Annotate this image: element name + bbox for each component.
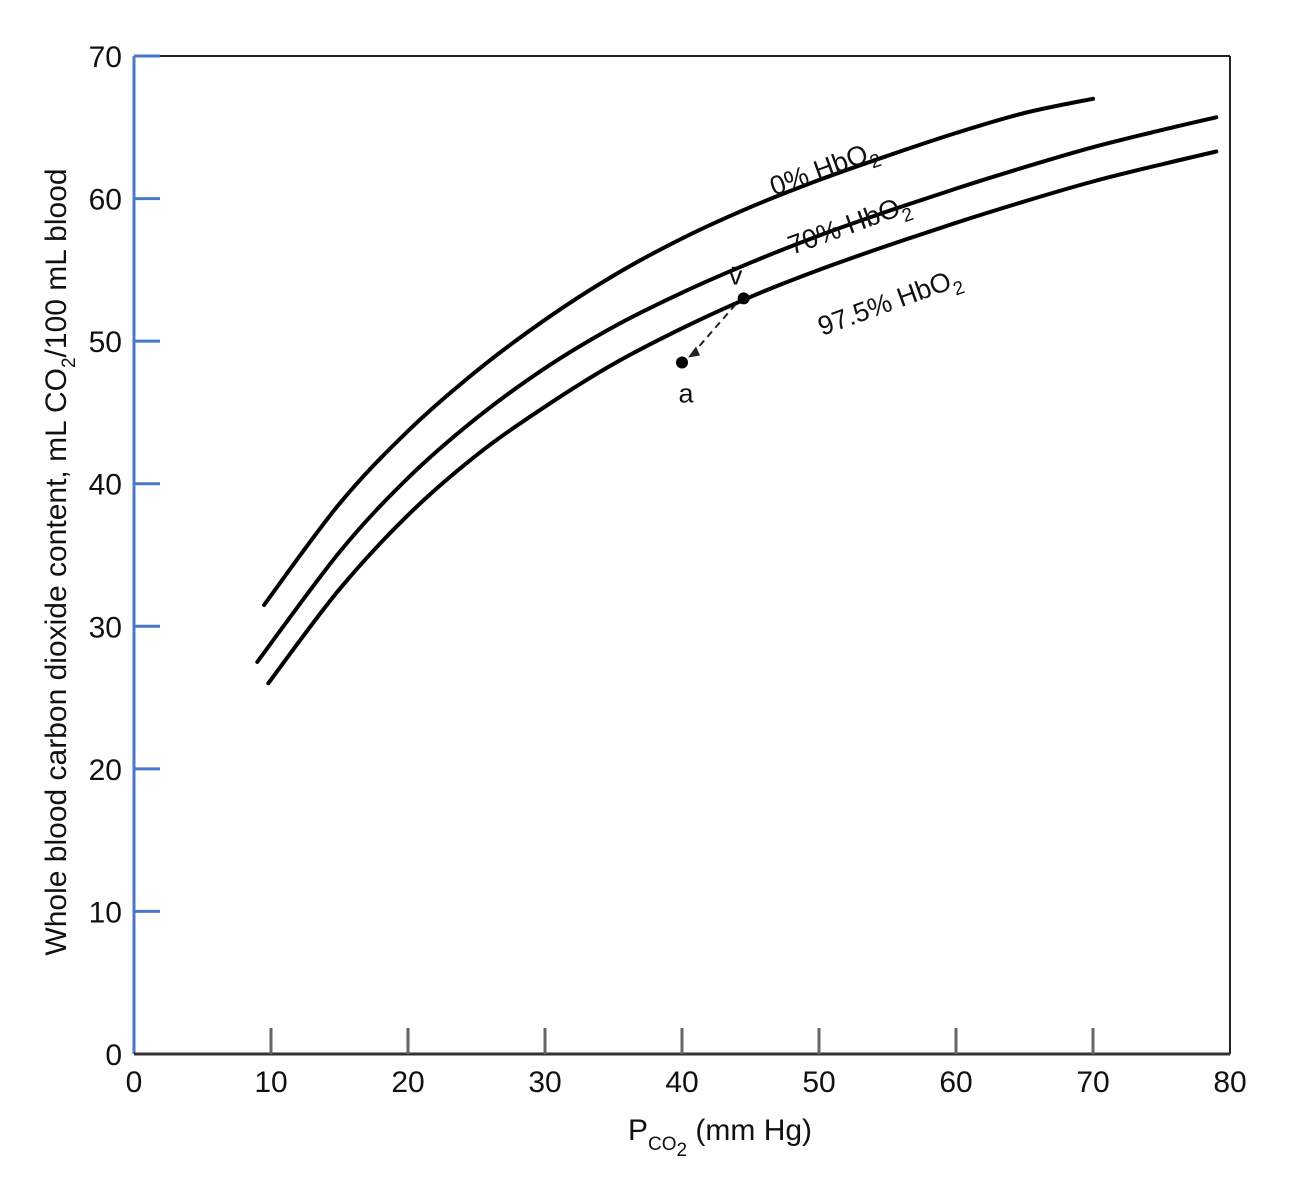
- y-tick-label: 0: [105, 1039, 122, 1072]
- x-tick-label: 60: [939, 1066, 972, 1099]
- y-tick-label: 10: [89, 896, 122, 929]
- curve-0-percent-hbo2: [262, 96, 1095, 607]
- x-tick-label: 10: [254, 1066, 287, 1099]
- curve-70-percent-hbo2: [255, 115, 1219, 664]
- y-axis-title: Whole blood carbon dioxide content, mL C…: [40, 168, 80, 955]
- point-a-label: a: [678, 379, 694, 409]
- y-axis-ticks: 0 10 20 30 40 50 60 70: [89, 41, 160, 1072]
- x-tick-label: 30: [528, 1066, 561, 1099]
- point-a-dot: [676, 356, 688, 369]
- x-tick-label: 0: [126, 1066, 143, 1099]
- series-label-70-percent-hbo2: 70% HbO2: [784, 189, 917, 267]
- x-tick-label: 50: [802, 1066, 835, 1099]
- x-axis-title: PCO2 (mm Hg): [628, 1114, 812, 1161]
- curves: [255, 96, 1219, 686]
- y-tick-label: 20: [89, 754, 122, 787]
- x-tick-label: 20: [391, 1066, 424, 1099]
- x-tick-label: 70: [1076, 1066, 1109, 1099]
- y-tick-label: 50: [89, 326, 122, 359]
- y-tick-label: 70: [89, 41, 122, 74]
- x-tick-label: 80: [1213, 1066, 1246, 1099]
- series-label-0-percent-hbo2: 0% HbO2: [766, 135, 884, 208]
- data-points: v̄ a: [676, 260, 750, 409]
- y-tick-label: 40: [89, 469, 122, 502]
- curve-97-5-percent-hbo2: [266, 149, 1219, 686]
- arrow-head: [688, 346, 700, 358]
- x-axis-ticks: 0 10 20 30 40 50 60 70 80: [126, 1028, 1247, 1099]
- y-tick-label: 60: [89, 184, 122, 217]
- series-label-97-5-percent-hbo2: 97.5% HbO2: [814, 262, 968, 348]
- y-tick-label: 30: [89, 611, 122, 644]
- point-v-label: v̄: [729, 260, 743, 290]
- x-tick-label: 40: [665, 1066, 698, 1099]
- point-v-dot: [737, 292, 750, 305]
